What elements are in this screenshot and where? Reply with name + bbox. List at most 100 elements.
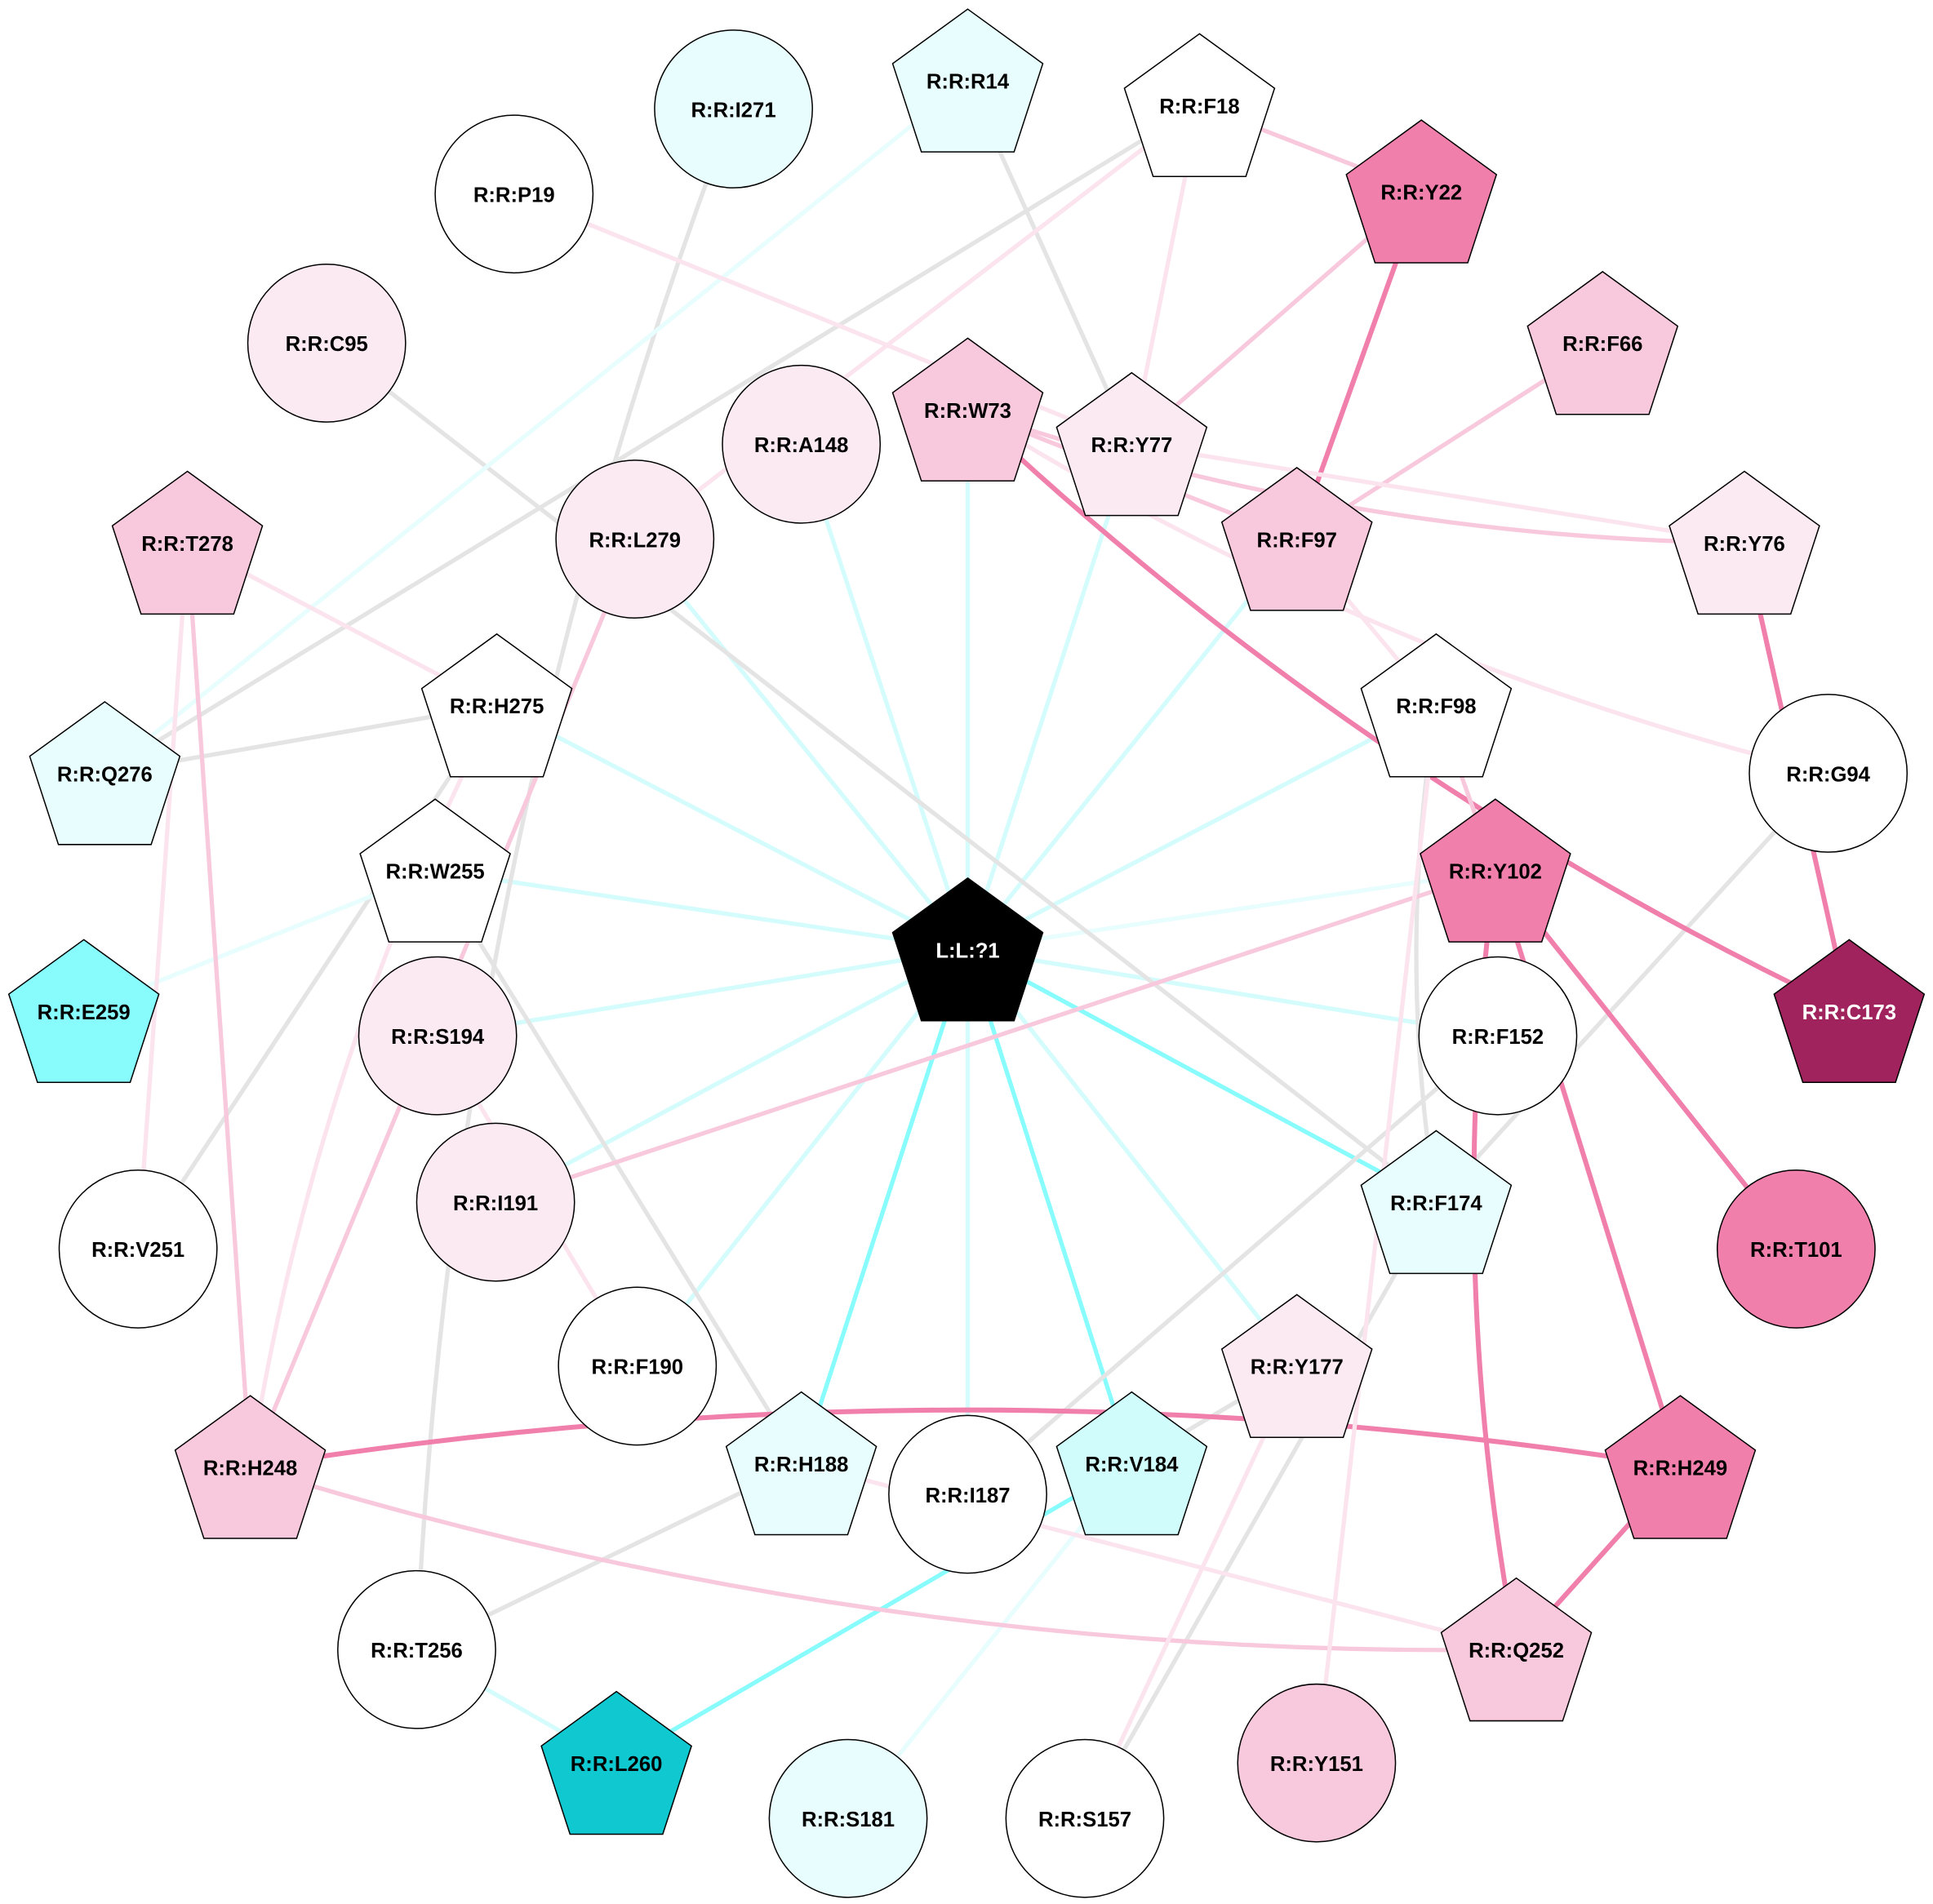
node-r-r-a148[interactable]: R:R:A148 [722, 364, 882, 524]
node-r-r-h188[interactable]: R:R:H188 [725, 1391, 878, 1536]
node-r-r-s194[interactable]: R:R:S194 [358, 956, 518, 1116]
node-r-r-w73[interactable]: R:R:W73 [891, 337, 1044, 482]
circle-node-shape [654, 29, 813, 189]
edge-r-r-t278-r-r-v251 [136, 542, 190, 1249]
pentagon-node-shape [359, 798, 511, 943]
circle-node-shape [722, 364, 882, 524]
node-r-r-y177[interactable]: R:R:Y177 [1220, 1294, 1373, 1438]
node-label: R:R:T101 [1750, 1239, 1842, 1262]
node-r-r-t256[interactable]: R:R:T256 [337, 1569, 496, 1729]
node-r-r-y151[interactable]: R:R:Y151 [1237, 1683, 1397, 1843]
edge-l-l-1-r-r-y102 [967, 868, 1496, 952]
circle-node-shape [247, 264, 407, 423]
circle-node-shape [1749, 694, 1909, 853]
edge-r-r-h248-r-r-q252 [249, 1465, 1517, 1653]
node-label: R:R:I271 [691, 99, 776, 122]
node-r-r-f18[interactable]: R:R:F18 [1123, 33, 1276, 178]
node-r-r-c173[interactable]: R:R:C173 [1773, 939, 1926, 1084]
node-r-r-h249[interactable]: R:R:H249 [1604, 1395, 1757, 1539]
edge-r-r-y77-r-r-y76 [1131, 442, 1745, 545]
node-r-r-l279[interactable]: R:R:L279 [555, 459, 715, 619]
node-r-r-y76[interactable]: R:R:Y76 [1669, 470, 1820, 615]
node-r-r-f152[interactable]: R:R:F152 [1418, 956, 1578, 1116]
pentagon-node-shape [725, 1391, 878, 1536]
edge-r-r-f152-r-r-i187 [966, 1034, 1500, 1496]
node-label: R:R:W255 [386, 861, 485, 884]
node-label: R:R:F152 [1452, 1026, 1544, 1049]
node-r-r-v251[interactable]: R:R:V251 [58, 1169, 218, 1329]
edge-l-l-1-r-r-i191 [494, 948, 969, 1205]
node-r-r-l260[interactable]: R:R:L260 [540, 1690, 692, 1835]
pentagon-node-shape [1360, 632, 1513, 778]
node-label: R:R:V184 [1085, 1454, 1179, 1476]
node-r-r-f190[interactable]: R:R:F190 [558, 1286, 718, 1446]
node-r-r-h248[interactable]: R:R:H248 [174, 1395, 327, 1539]
edge-l-l-1-r-r-h275 [495, 703, 969, 952]
node-label: R:R:I187 [925, 1485, 1010, 1507]
node-label: R:R:F66 [1562, 333, 1642, 356]
node-r-r-f66[interactable]: R:R:F66 [1526, 270, 1679, 415]
node-r-r-f97[interactable]: R:R:F97 [1220, 467, 1373, 611]
node-r-r-y22[interactable]: R:R:Y22 [1345, 119, 1498, 264]
node-r-r-r14[interactable]: R:R:R14 [891, 8, 1044, 153]
pentagon-node-shape [1420, 798, 1571, 943]
node-label: R:R:C95 [286, 333, 368, 356]
pentagon-node-shape [891, 8, 1044, 153]
edge-r-r-h249-r-r-h248 [250, 1407, 1681, 1470]
node-r-r-f98[interactable]: R:R:F98 [1360, 632, 1513, 778]
node-r-r-g94[interactable]: R:R:G94 [1749, 694, 1909, 853]
node-label: R:R:T256 [371, 1640, 463, 1662]
node-r-r-q276[interactable]: R:R:Q276 [29, 700, 181, 845]
circle-node-shape [1418, 956, 1578, 1116]
node-label: R:R:Y177 [1251, 1356, 1344, 1379]
node-r-r-w255[interactable]: R:R:W255 [359, 798, 511, 943]
edge-r-r-i271-r-r-t256 [414, 108, 736, 1650]
node-r-r-e259[interactable]: R:R:E259 [7, 939, 160, 1084]
node-r-r-q252[interactable]: R:R:Q252 [1440, 1577, 1593, 1722]
node-r-r-c95[interactable]: R:R:C95 [247, 264, 407, 423]
nodes-layer: L:L:?1 R:R:I271 R:R:R14 R:R:F18 R:R:Y22 R:R:P… [7, 8, 1926, 1898]
pentagon-node-shape [1440, 1577, 1593, 1722]
pentagon-node-shape [1055, 1391, 1208, 1536]
circle-node-shape [415, 1122, 575, 1282]
node-r-r-f174[interactable]: R:R:F174 [1360, 1130, 1513, 1275]
circle-node-shape [358, 956, 518, 1116]
pentagon-node-shape [1773, 939, 1926, 1084]
pentagon-node-shape [1055, 371, 1208, 517]
node-label: R:R:F190 [591, 1356, 683, 1379]
pentagon-node-shape [7, 939, 160, 1084]
edge-l-l-1-r-r-h188 [799, 948, 971, 1465]
node-r-r-i187[interactable]: R:R:I187 [888, 1414, 1047, 1574]
edge-l-l-1-r-r-a148 [799, 443, 971, 951]
node-r-r-h275[interactable]: R:R:H275 [420, 632, 573, 778]
node-r-r-i271[interactable]: R:R:I271 [654, 29, 813, 189]
node-r-r-t278[interactable]: R:R:T278 [111, 470, 264, 615]
node-r-r-t101[interactable]: R:R:T101 [1716, 1169, 1876, 1329]
circle-node-shape [434, 114, 594, 274]
node-label: R:R:L279 [589, 529, 681, 552]
node-r-r-i191[interactable]: R:R:I191 [415, 1122, 575, 1282]
edge-r-r-c95-r-r-f174 [325, 341, 1438, 1205]
node-r-r-s181[interactable]: R:R:S181 [768, 1738, 928, 1898]
node-label: R:R:F18 [1159, 95, 1239, 118]
node-l-l-1[interactable]: L:L:?1 [891, 877, 1044, 1022]
node-label: R:R:I191 [453, 1192, 538, 1215]
pentagon-node-shape [540, 1690, 692, 1835]
node-label: R:R:H248 [203, 1458, 297, 1480]
pentagon-node-shape [29, 700, 181, 845]
pentagon-node-shape [1220, 1294, 1373, 1438]
edge-l-l-1-r-r-w255 [434, 868, 968, 952]
node-r-r-p19[interactable]: R:R:P19 [434, 114, 594, 274]
node-label: R:R:R14 [927, 71, 1010, 94]
node-r-r-s157[interactable]: R:R:S157 [1005, 1738, 1165, 1898]
node-r-r-y102[interactable]: R:R:Y102 [1420, 798, 1571, 943]
node-label: R:R:S194 [391, 1026, 485, 1049]
circle-node-shape [888, 1414, 1047, 1574]
node-label: R:R:Y151 [1270, 1753, 1363, 1776]
node-label: R:R:F98 [1396, 695, 1476, 718]
node-label: R:R:F97 [1257, 529, 1337, 552]
node-label: R:R:S181 [802, 1809, 895, 1831]
node-r-r-v184[interactable]: R:R:V184 [1055, 1391, 1208, 1536]
node-r-r-y77[interactable]: R:R:Y77 [1055, 371, 1208, 517]
pentagon-node-shape [1604, 1395, 1757, 1539]
